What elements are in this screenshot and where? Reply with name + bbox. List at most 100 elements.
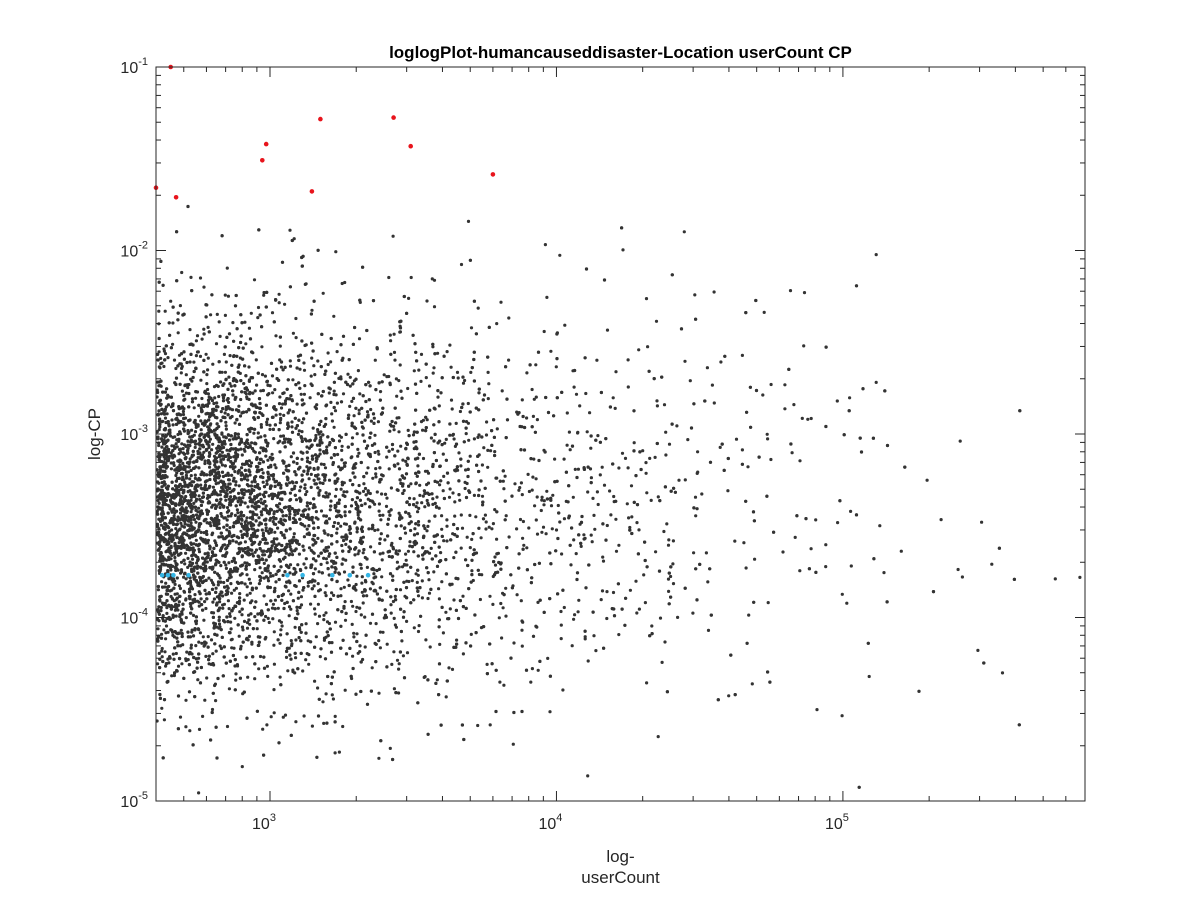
data-point bbox=[312, 364, 316, 368]
data-point bbox=[336, 521, 340, 526]
data-point bbox=[292, 535, 296, 539]
data-point bbox=[299, 485, 303, 489]
data-point bbox=[355, 574, 359, 578]
data-point bbox=[222, 580, 226, 585]
data-point bbox=[499, 300, 503, 304]
data-point bbox=[493, 508, 497, 512]
data-point bbox=[218, 600, 222, 604]
data-point bbox=[221, 399, 226, 403]
data-point bbox=[160, 580, 164, 584]
data-point bbox=[262, 594, 266, 598]
data-point bbox=[495, 427, 499, 431]
data-point bbox=[350, 436, 355, 440]
data-point bbox=[239, 529, 243, 533]
data-point bbox=[445, 539, 449, 543]
data-point bbox=[161, 602, 165, 607]
data-point bbox=[305, 465, 309, 469]
data-point bbox=[270, 497, 274, 501]
data-point bbox=[163, 416, 168, 420]
data-point bbox=[193, 473, 197, 477]
data-point bbox=[458, 498, 462, 502]
data-point bbox=[258, 654, 263, 659]
data-point bbox=[172, 514, 176, 518]
data-point bbox=[224, 427, 228, 431]
data-point bbox=[219, 380, 223, 384]
data-point bbox=[162, 483, 166, 487]
data-point bbox=[156, 380, 160, 384]
data-point bbox=[329, 360, 333, 364]
data-point bbox=[613, 406, 617, 410]
data-point bbox=[260, 467, 264, 472]
data-point bbox=[476, 306, 480, 310]
data-point bbox=[188, 729, 192, 733]
data-point bbox=[180, 484, 184, 489]
data-point bbox=[178, 304, 182, 308]
data-point bbox=[740, 448, 745, 452]
data-point bbox=[258, 521, 262, 525]
data-point bbox=[169, 467, 173, 471]
data-point bbox=[806, 417, 810, 421]
data-point bbox=[351, 654, 355, 658]
data-point bbox=[253, 550, 257, 554]
data-point bbox=[194, 425, 198, 429]
data-point bbox=[392, 687, 396, 691]
data-point bbox=[225, 528, 229, 532]
data-point bbox=[157, 309, 161, 313]
data-point bbox=[209, 638, 214, 642]
data-point bbox=[448, 343, 452, 347]
data-point bbox=[442, 539, 446, 543]
data-point bbox=[207, 591, 211, 595]
data-point bbox=[466, 401, 470, 406]
data-point bbox=[447, 495, 452, 499]
data-point bbox=[233, 664, 237, 668]
data-point bbox=[372, 550, 376, 554]
data-point bbox=[579, 544, 583, 549]
data-point bbox=[874, 253, 878, 257]
data-point bbox=[253, 568, 257, 572]
data-point bbox=[412, 369, 416, 373]
data-point bbox=[156, 512, 160, 516]
data-point bbox=[418, 493, 422, 497]
data-point bbox=[197, 414, 201, 418]
data-point bbox=[188, 435, 192, 439]
data-point bbox=[163, 650, 167, 654]
data-point bbox=[598, 473, 602, 477]
data-point bbox=[182, 575, 186, 579]
data-point bbox=[308, 466, 312, 470]
data-point bbox=[461, 381, 466, 385]
data-point bbox=[379, 518, 383, 522]
data-point bbox=[542, 503, 546, 507]
data-point bbox=[586, 774, 590, 778]
data-point bbox=[247, 459, 251, 463]
data-point bbox=[696, 450, 700, 454]
data-point bbox=[814, 518, 818, 522]
data-point bbox=[387, 275, 391, 280]
data-point bbox=[316, 359, 320, 363]
data-point bbox=[425, 498, 429, 503]
data-point bbox=[229, 638, 233, 642]
data-point bbox=[190, 557, 195, 561]
data-point bbox=[227, 561, 231, 565]
data-point bbox=[497, 616, 501, 620]
data-point bbox=[589, 446, 593, 450]
data-point bbox=[203, 461, 207, 466]
data-point bbox=[416, 464, 420, 468]
data-point bbox=[256, 305, 261, 310]
data-point bbox=[682, 230, 686, 234]
data-point bbox=[324, 594, 328, 598]
data-point bbox=[694, 514, 698, 518]
data-point bbox=[354, 462, 358, 466]
data-point bbox=[164, 662, 168, 666]
data-point bbox=[178, 715, 183, 719]
data-point bbox=[899, 549, 903, 553]
data-point bbox=[691, 611, 695, 615]
data-point bbox=[271, 617, 275, 621]
data-point bbox=[203, 459, 207, 463]
data-point bbox=[165, 549, 169, 553]
data-point bbox=[223, 554, 227, 559]
data-point bbox=[248, 591, 252, 595]
data-point bbox=[168, 431, 172, 435]
data-point bbox=[644, 471, 648, 475]
data-point bbox=[259, 497, 263, 501]
data-point bbox=[230, 646, 234, 650]
